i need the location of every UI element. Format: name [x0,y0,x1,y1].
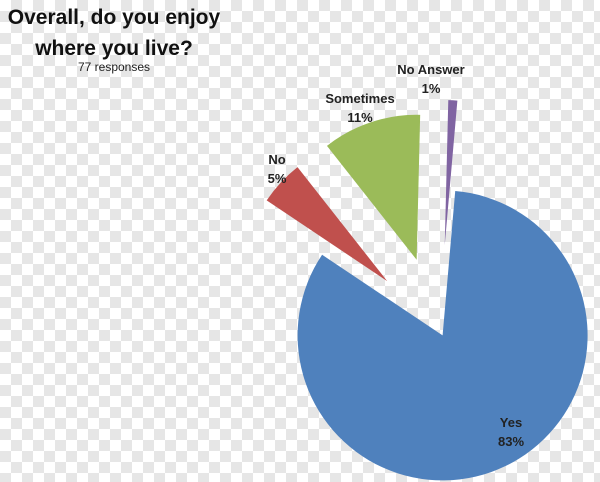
slice-label-sometimes: Sometimes 11% [325,91,394,125]
chart-title-line2: where you live? [35,37,193,60]
chart-title-line1: Overall, do you enjoy [7,6,221,29]
slice-label-name: No Answer [397,62,464,77]
pie-slice-yes [297,190,588,481]
slice-label-name: No [268,152,285,167]
slice-label-percent: 83% [498,434,524,449]
slice-label-no-answer: No Answer 1% [397,62,464,96]
chart-subtitle: 77 responses [77,60,151,74]
slice-label-yes: Yes 83% [498,415,524,449]
pie-slice-no-answer [444,100,458,246]
slice-label-name: Yes [500,415,522,430]
chart-title: Overall, do you enjoy where you live? [4,2,224,64]
slice-label-percent: 5% [268,171,287,186]
slice-label-percent: 11% [347,110,373,125]
pie-slice-no [266,167,388,282]
pie-slices [266,100,588,481]
slice-label-percent: 1% [422,81,441,96]
pie-labels: Yes 83% No 5% Sometimes 11% No Answer 1% [268,62,525,449]
slice-label-no: No 5% [268,152,287,186]
slice-label-name: Sometimes [325,91,394,106]
pie-slice-sometimes [326,114,421,260]
